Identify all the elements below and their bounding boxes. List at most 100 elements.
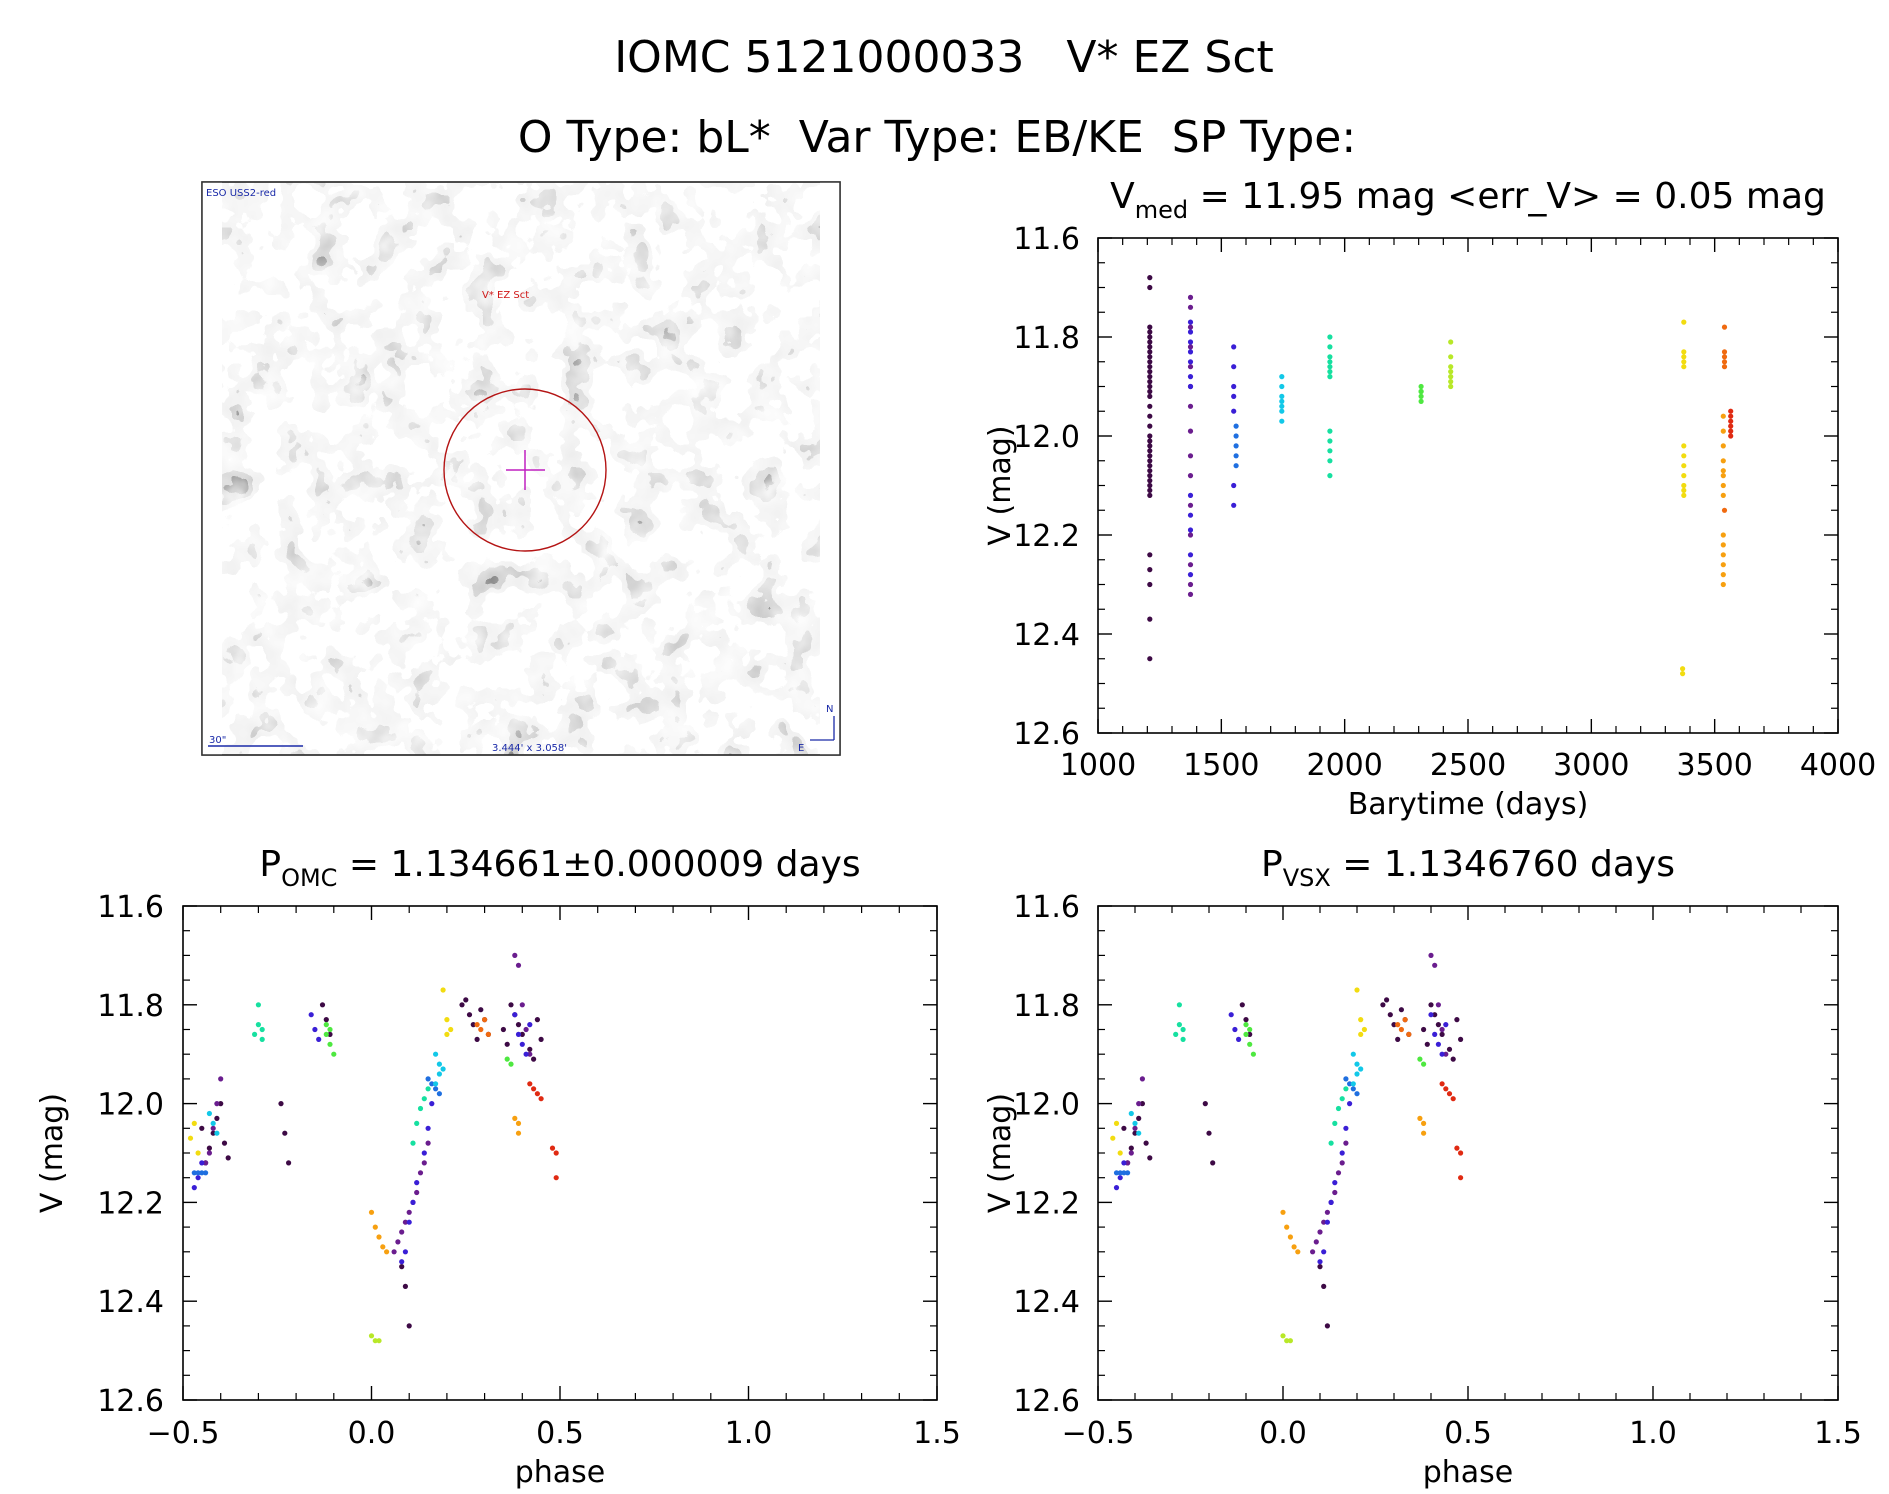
data-point [1236,1036,1242,1042]
data-point [508,1061,514,1067]
data-point [1147,581,1153,588]
data-point [1343,1140,1349,1146]
data-point [414,1189,420,1196]
data-point [1279,403,1285,409]
data-point [187,1135,194,1141]
data-point [440,987,446,993]
y-tick-label: 12.2 [97,1186,164,1221]
data-point [1327,438,1333,444]
data-point [1720,428,1726,434]
data-point [282,1130,288,1136]
phase_vsx-series-seg4 [1113,1076,1360,1176]
data-point [1417,1056,1423,1062]
data-point [1354,1071,1360,1077]
data-point [1147,443,1153,449]
data-point [1132,1130,1138,1136]
data-point [278,1101,284,1107]
data-point [1187,428,1194,434]
data-point [527,1022,533,1028]
data-point [1728,433,1734,439]
data-point [1206,1130,1212,1136]
data-point [1284,1338,1290,1344]
data-point [527,1051,533,1057]
data-point [1354,1061,1360,1067]
data-point [1147,374,1153,380]
data-point [1680,666,1686,672]
data-point [1421,1130,1427,1136]
data-point [1187,403,1194,409]
data-point [406,1323,412,1329]
data-point [1147,334,1153,340]
data-point [531,1086,537,1092]
data-point [1128,1110,1134,1117]
data-point [1187,304,1194,310]
data-point [402,1283,408,1289]
y-tick-label: 11.8 [1013,989,1080,1024]
data-point [1147,616,1153,622]
data-point [1454,1017,1460,1023]
data-point [1391,1022,1397,1028]
data-point [1233,433,1239,439]
data-point [1317,1229,1323,1235]
data-point [538,1096,544,1102]
data-point [504,1056,510,1062]
data-point [1402,1017,1408,1023]
phase_omc-series-seg11 [474,1017,491,1037]
finder-scale-label: 30" [209,735,226,746]
data-point [199,1160,205,1166]
phase_vsx-title: PVSX = 1.1346760 days [1261,844,1675,892]
data-point [1458,1175,1464,1181]
x-tick-label: −0.5 [1062,1416,1135,1451]
finder-sky-image [202,182,840,755]
data-point [1720,532,1726,538]
data-point [1681,354,1687,360]
data-point [1681,319,1687,325]
data-point [1335,1105,1342,1112]
data-point [1147,487,1153,493]
data-point [402,1219,408,1225]
data-point [1681,453,1687,459]
data-point [1446,1091,1453,1097]
phase_vsx-series-seg2 [1125,952,1449,1255]
data-point [252,1031,258,1037]
data-point [474,1022,480,1028]
data-point [1321,1249,1327,1255]
data-point [1728,428,1734,434]
finder-target-circle [443,388,607,552]
data-point [1350,1081,1356,1087]
data-point [191,1120,197,1126]
data-point [395,1239,401,1245]
data-point [221,1140,228,1146]
phase_omc-xlabel: phase [515,1455,606,1490]
data-point [1147,393,1153,399]
data-point [1147,1155,1153,1161]
data-point [1147,448,1153,454]
data-point [255,1022,261,1028]
data-point [425,1140,431,1146]
data-point [1147,567,1153,573]
data-point [508,1002,514,1008]
data-point [466,1012,473,1018]
phase_omc-series-seg5 [206,1051,446,1136]
data-point [1147,369,1153,375]
data-point [448,1026,454,1033]
data-point [1347,1081,1353,1087]
data-point [478,1026,484,1033]
data-point [1347,1101,1353,1107]
data-point [1136,1115,1142,1121]
data-point [1324,1209,1330,1215]
data-point [1176,1002,1182,1008]
data-point [1110,1135,1116,1141]
y-tick-label: 12.2 [1013,1186,1080,1221]
data-point [1147,275,1153,281]
data-point [1287,1234,1293,1240]
data-point [1231,393,1237,399]
data-point [425,1086,431,1092]
data-point [1231,482,1237,489]
phase_vsx-series-seg3 [1113,1012,1449,1265]
data-point [199,1125,205,1131]
data-point [1187,349,1194,355]
data-point [414,1120,420,1126]
data-point [1721,354,1728,360]
phase_vsx-series-seg6 [1173,1002,1349,1146]
